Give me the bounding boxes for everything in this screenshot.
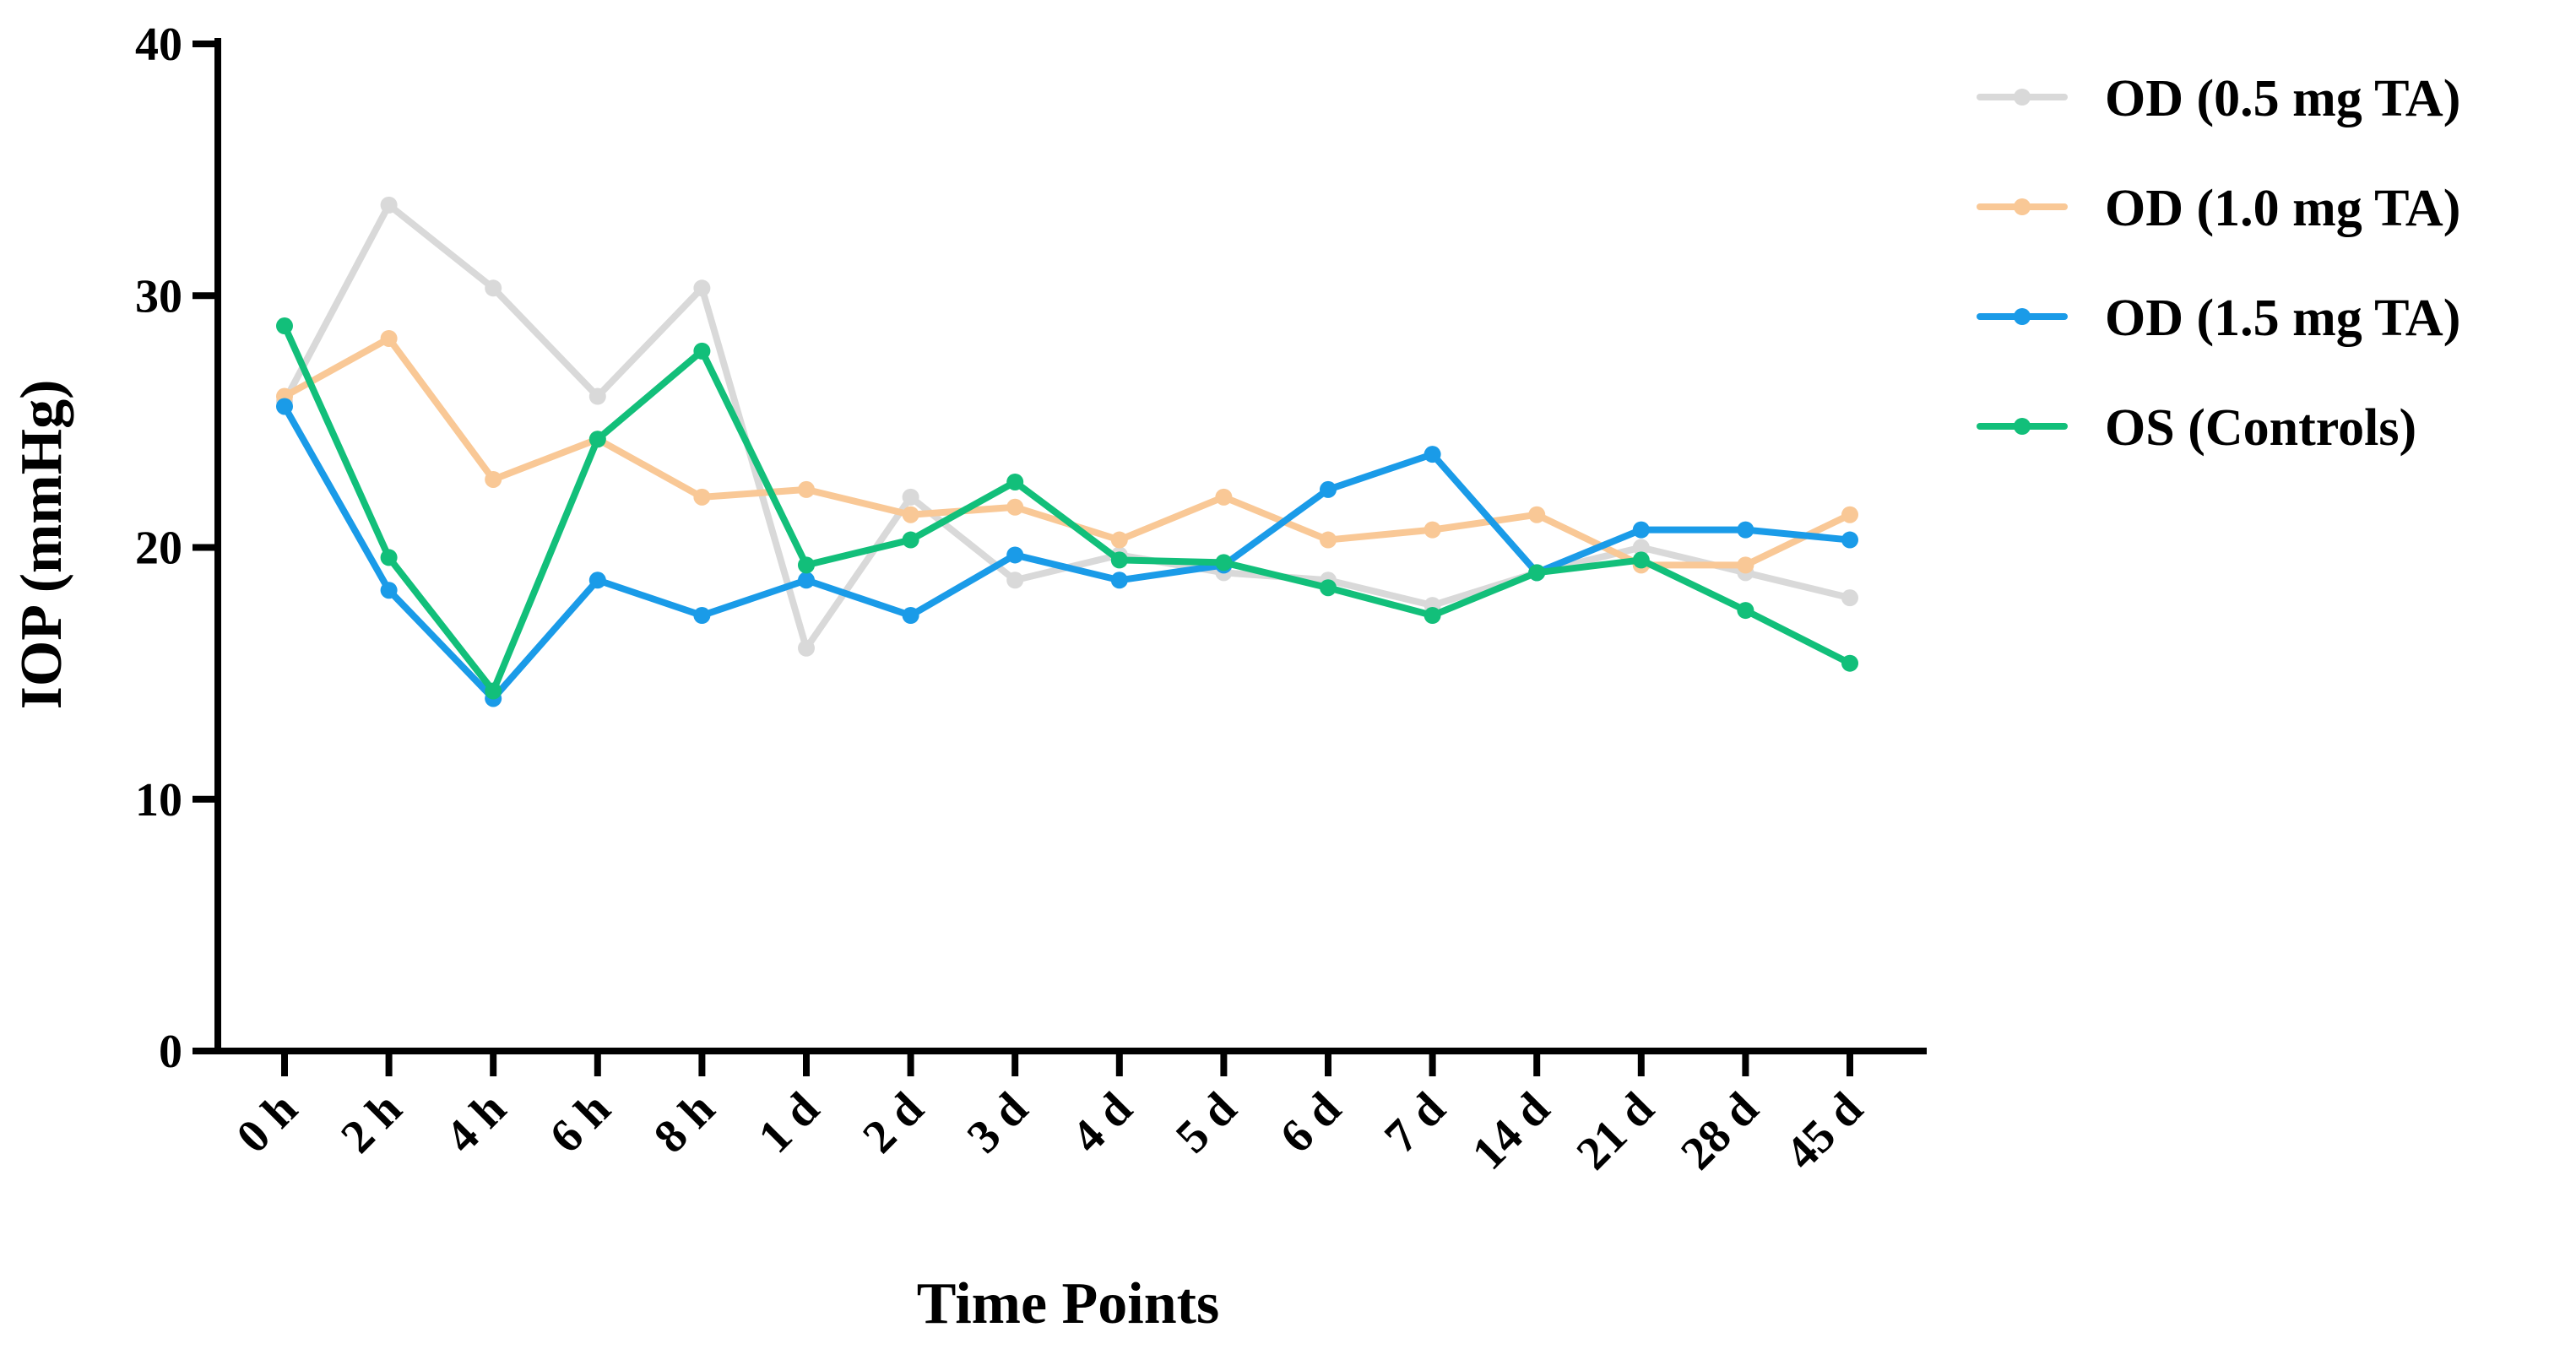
data-point — [1528, 506, 1546, 523]
x-tick-label: 4 d — [1061, 1082, 1142, 1163]
data-point — [1841, 589, 1858, 607]
y-tick-label: 10 — [135, 774, 182, 826]
x-tick-label: 3 d — [957, 1082, 1039, 1163]
series-layer — [276, 196, 1858, 707]
data-point — [1632, 521, 1650, 539]
series-line — [281, 334, 1853, 569]
axes — [214, 38, 1927, 1054]
data-point — [693, 279, 711, 297]
data-point — [1632, 539, 1650, 556]
data-point — [1110, 551, 1128, 569]
data-point — [276, 317, 293, 335]
x-tick-label: 4 h — [436, 1082, 517, 1163]
legend-swatch-point — [2014, 308, 2031, 325]
data-point — [276, 398, 293, 415]
data-point — [485, 470, 502, 488]
data-point — [1737, 521, 1754, 539]
x-tick-label: 2 h — [331, 1082, 412, 1163]
x-tick-label: 5 d — [1166, 1082, 1247, 1163]
data-point — [1841, 506, 1858, 523]
series-line — [281, 322, 1853, 695]
data-point — [1737, 556, 1754, 574]
series-4 — [276, 317, 1858, 700]
data-point — [1215, 488, 1233, 506]
legend-item: OD (1.0 mg TA) — [1977, 180, 2460, 237]
data-point — [798, 480, 815, 498]
x-axis-ticks: 0 h 2 h 4 h 6 h 8 h 1 d 2 d 3 d 4 d 5 d 6 d 7 d 14 d… — [227, 1051, 1873, 1180]
y-axis-label: IOP (mmHg) — [9, 380, 74, 710]
y-tick-label: 40 — [135, 19, 182, 71]
data-point — [798, 572, 815, 589]
data-point — [798, 556, 815, 574]
x-tick-label: 21 d — [1567, 1082, 1664, 1179]
x-tick-label: 28 d — [1671, 1082, 1768, 1179]
legend: OD (0.5 mg TA) OD (1.0 mg TA) OD (1.5 mg T… — [1977, 70, 2460, 457]
data-point — [798, 639, 815, 657]
legend-item: OS (Controls) — [1977, 399, 2416, 457]
data-point — [902, 488, 919, 506]
x-tick-label: 0 h — [227, 1082, 308, 1163]
data-point — [380, 196, 398, 214]
data-point — [1110, 531, 1128, 549]
data-point — [588, 572, 606, 589]
data-point — [1841, 654, 1858, 672]
legend-item: OD (1.5 mg TA) — [1977, 290, 2460, 347]
legend-label: OD (1.5 mg TA) — [2105, 290, 2460, 347]
data-point — [1528, 564, 1546, 582]
data-point — [693, 607, 711, 625]
x-tick-label: 14 d — [1462, 1082, 1559, 1179]
data-point — [1320, 480, 1337, 498]
x-axis-label: Time Points — [917, 1271, 1219, 1336]
data-point — [588, 431, 606, 448]
legend-swatch-point — [2014, 89, 2031, 106]
data-point — [1320, 579, 1337, 597]
data-point — [693, 342, 711, 360]
series-3 — [276, 398, 1858, 707]
legend-item: OD (0.5 mg TA) — [1977, 70, 2460, 127]
legend-swatch-point — [2014, 418, 2031, 435]
y-tick-label: 0 — [159, 1026, 182, 1078]
data-point — [485, 279, 502, 297]
data-point — [485, 682, 502, 700]
x-tick-label: 6 h — [540, 1082, 621, 1163]
x-tick-label: 45 d — [1776, 1082, 1873, 1179]
legend-label: OS (Controls) — [2105, 399, 2416, 457]
data-point — [1320, 531, 1337, 549]
data-point — [902, 531, 919, 549]
x-tick-label: 7 d — [1375, 1082, 1456, 1163]
data-point — [380, 329, 398, 347]
data-point — [588, 387, 606, 405]
legend-label: OD (0.5 mg TA) — [2105, 70, 2460, 127]
x-tick-label: 8 h — [644, 1082, 725, 1163]
legend-label: OD (1.0 mg TA) — [2105, 180, 2460, 237]
data-point — [902, 607, 919, 625]
legend-swatch-point — [2014, 198, 2031, 215]
data-point — [380, 549, 398, 566]
data-point — [1006, 498, 1024, 516]
data-point — [1632, 551, 1650, 569]
series-1 — [276, 196, 1858, 657]
y-tick-label: 20 — [135, 523, 182, 575]
data-point — [1841, 531, 1858, 549]
x-tick-label: 2 d — [853, 1082, 934, 1163]
series-line — [281, 201, 1853, 652]
x-tick-label: 1 d — [749, 1082, 830, 1163]
data-point — [1424, 446, 1441, 463]
data-point — [1006, 473, 1024, 490]
y-tick-label: 30 — [135, 270, 182, 322]
data-point — [1215, 554, 1233, 572]
data-point — [1737, 602, 1754, 620]
data-point — [380, 582, 398, 599]
data-point — [1424, 521, 1441, 539]
data-point — [1006, 572, 1024, 589]
data-point — [693, 488, 711, 506]
y-axis-ticks: 0 10 20 30 40 — [135, 19, 218, 1078]
data-point — [1424, 607, 1441, 625]
series-line — [281, 403, 1853, 702]
data-point — [1006, 546, 1024, 564]
x-tick-label: 6 d — [1271, 1082, 1352, 1163]
data-point — [902, 506, 919, 523]
data-point — [1110, 572, 1128, 589]
